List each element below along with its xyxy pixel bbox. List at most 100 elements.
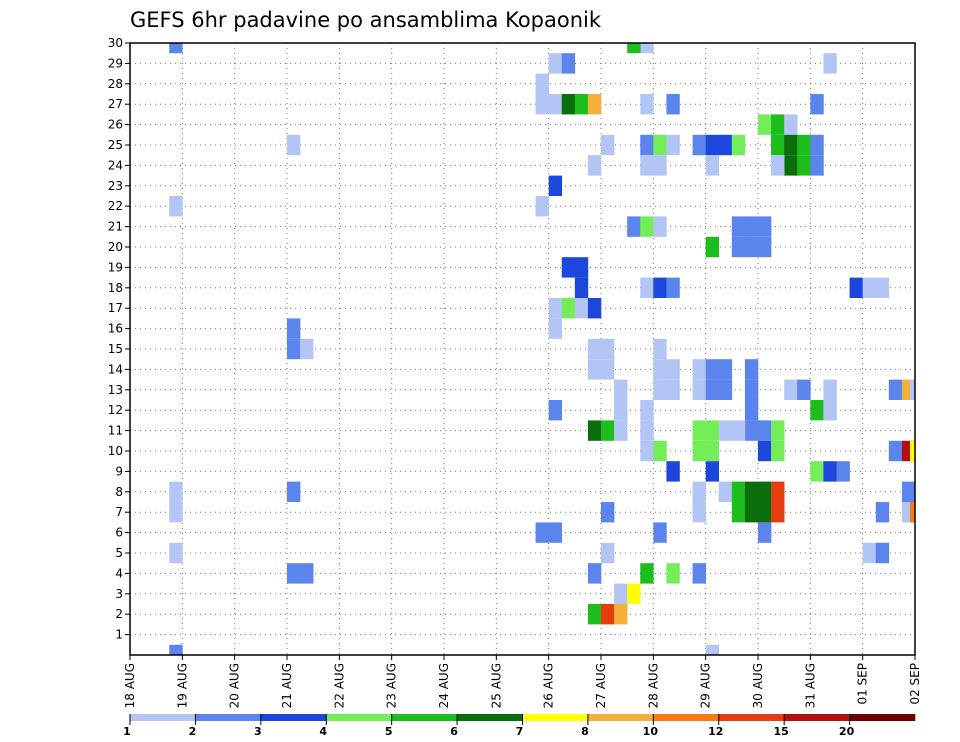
x-axis: 18 AUG 19 AUG 20 AUG 21 AUG 22 AUG 23 AUG 24 A… bbox=[123, 655, 922, 708]
legend-label: 2 bbox=[189, 725, 197, 738]
legend-swatch bbox=[130, 714, 196, 721]
heatmap-cell bbox=[640, 563, 654, 584]
x-tick-label: 25 AUG bbox=[489, 663, 503, 708]
heatmap-cell bbox=[169, 196, 183, 217]
heatmap-cell bbox=[718, 420, 733, 441]
heatmap-cell bbox=[758, 502, 772, 523]
legend-swatch bbox=[587, 714, 654, 721]
heatmap-cell bbox=[797, 134, 811, 156]
x-tick-label: 24 AUG bbox=[437, 663, 451, 708]
heatmap-cell bbox=[692, 440, 706, 462]
heatmap-cell bbox=[587, 420, 602, 441]
heatmap-cell bbox=[744, 502, 759, 523]
heatmap-cell bbox=[587, 604, 602, 625]
heatmap-cell bbox=[771, 420, 785, 441]
y-tick-label: 20 bbox=[108, 240, 123, 254]
heatmap-cell bbox=[561, 298, 576, 319]
heatmap-cell bbox=[653, 522, 667, 543]
y-tick-label: 6 bbox=[115, 526, 123, 540]
x-tick-label: 19 AUG bbox=[175, 663, 189, 708]
x-tick-label: 31 AUG bbox=[803, 663, 817, 708]
x-tick-label: 02 SEP bbox=[908, 663, 922, 705]
heatmap-cell bbox=[731, 216, 746, 237]
heatmap-cell bbox=[784, 114, 798, 135]
y-tick-label: 24 bbox=[108, 158, 123, 172]
heatmap-cell bbox=[744, 481, 759, 502]
heatmap-cell bbox=[640, 420, 654, 441]
legend-label: 10 bbox=[643, 725, 659, 738]
heatmap-cell bbox=[627, 43, 641, 54]
y-tick-label: 4 bbox=[115, 566, 123, 580]
heatmap-cell bbox=[548, 318, 563, 339]
heatmap-cell bbox=[640, 94, 654, 115]
y-tick-label: 28 bbox=[108, 77, 123, 91]
heatmap-cell bbox=[587, 338, 602, 360]
y-tick-label: 22 bbox=[108, 199, 123, 213]
heatmap-cell bbox=[653, 359, 667, 380]
heatmap-cell bbox=[169, 542, 183, 564]
heatmap-cell bbox=[705, 440, 720, 462]
legend-swatch bbox=[718, 714, 785, 721]
legend-label: 6 bbox=[450, 725, 458, 738]
heatmap-cell bbox=[797, 155, 811, 176]
heatmap-cell bbox=[810, 94, 824, 115]
heatmap-cell bbox=[287, 134, 301, 156]
heatmap-cell bbox=[797, 379, 811, 400]
heatmap-cell bbox=[705, 134, 720, 156]
heatmap-cell bbox=[574, 257, 589, 278]
heatmap-cell bbox=[287, 338, 301, 360]
heatmap-cell bbox=[653, 155, 667, 176]
y-tick-label: 16 bbox=[108, 322, 123, 336]
heatmap-edge-cell bbox=[910, 379, 915, 400]
heatmap-cell bbox=[771, 440, 785, 462]
heatmap-cell bbox=[666, 461, 680, 482]
heatmap-cell bbox=[758, 440, 772, 462]
heatmap-cell bbox=[535, 522, 549, 543]
heatmap-cell bbox=[705, 644, 720, 655]
y-tick-label: 27 bbox=[108, 97, 123, 111]
heatmap-cell bbox=[784, 155, 798, 176]
legend-swatch bbox=[653, 714, 720, 721]
heatmap-cell bbox=[705, 379, 720, 400]
heatmap-cell bbox=[627, 583, 641, 604]
y-tick-label: 2 bbox=[115, 607, 123, 621]
heatmap-cell bbox=[731, 236, 746, 258]
y-tick-label: 9 bbox=[115, 464, 123, 478]
y-tick-label: 23 bbox=[108, 179, 123, 193]
heatmap-cell bbox=[666, 359, 680, 380]
heatmap-cell bbox=[561, 53, 576, 74]
y-tick-label: 26 bbox=[108, 118, 123, 132]
y-tick-label: 11 bbox=[108, 424, 123, 438]
x-tick-label: 27 AUG bbox=[594, 663, 608, 708]
heatmap-cell bbox=[535, 196, 549, 217]
heatmap-cell bbox=[744, 400, 759, 421]
heatmap-cell bbox=[758, 420, 772, 441]
heatmap-cell bbox=[169, 502, 183, 523]
heatmap-cell bbox=[718, 134, 733, 156]
legend-label: 7 bbox=[516, 725, 524, 738]
y-tick-label: 12 bbox=[108, 403, 123, 417]
heatmap-cell bbox=[169, 481, 183, 502]
heatmap-cell bbox=[705, 155, 720, 176]
heatmap-cell bbox=[731, 420, 746, 441]
heatmap-cell bbox=[640, 440, 654, 462]
y-tick-label: 25 bbox=[108, 138, 123, 152]
heatmap-cell bbox=[548, 175, 563, 196]
heatmap-cell bbox=[875, 277, 890, 298]
heatmap-cell bbox=[810, 461, 824, 482]
heatmap-cell bbox=[718, 379, 733, 400]
heatmap-cell bbox=[601, 134, 615, 156]
heatmap-cell bbox=[692, 359, 706, 380]
heatmap-cell bbox=[300, 563, 314, 584]
heatmap-cell bbox=[653, 134, 667, 156]
heatmap-cell bbox=[718, 481, 733, 502]
heatmap-cell bbox=[548, 400, 563, 421]
heatmap-cell bbox=[587, 298, 602, 319]
heatmap-cell bbox=[771, 134, 785, 156]
heatmap-cell bbox=[574, 298, 589, 319]
x-tick-label: 28 AUG bbox=[646, 663, 660, 708]
heatmap-cell bbox=[574, 94, 589, 115]
heatmap-cell bbox=[640, 155, 654, 176]
heatmap-cell bbox=[758, 216, 772, 237]
heatmap-cell bbox=[601, 420, 615, 441]
